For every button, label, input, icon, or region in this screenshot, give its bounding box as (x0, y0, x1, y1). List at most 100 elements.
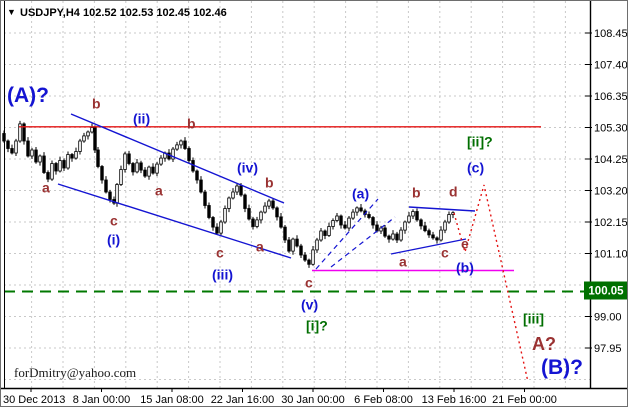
candle-bearish (143, 169, 147, 177)
x-axis-label: 22 Jan 16:00 (211, 394, 275, 406)
wave-label-c[interactable]: c (216, 244, 224, 260)
candle-bullish (231, 191, 235, 199)
y-axis-label: 104.25 (594, 154, 628, 166)
candle-bearish (275, 207, 279, 218)
wave-label-b[interactable]: b (265, 174, 274, 190)
candle-bearish (303, 254, 307, 261)
watermark-email: forDmitry@yahoo.com (14, 365, 136, 380)
candle-bearish (343, 224, 347, 229)
candle-bearish (54, 163, 58, 172)
candle-bullish (82, 135, 86, 142)
y-axis-label: 105.30 (594, 123, 628, 135)
candle-bullish (155, 163, 159, 174)
candle-bullish (78, 140, 82, 152)
wave-label-a[interactable]: a (155, 182, 163, 198)
candle-bullish (171, 148, 175, 160)
candle-bearish (26, 140, 30, 157)
candle-bullish (66, 154, 70, 169)
candle-bearish (215, 226, 219, 234)
candle-bearish (251, 218, 255, 227)
candle-bearish (287, 239, 291, 252)
candle-bullish (147, 166, 151, 177)
candle-bearish (42, 155, 46, 173)
analysis-drawings[interactable] (4, 113, 590, 383)
candle-bearish (435, 237, 439, 241)
wave-label-a[interactable]: a (399, 253, 407, 269)
wave-label-a[interactable]: a (42, 179, 50, 195)
wave-label-iii[interactable]: [iii] (523, 310, 544, 326)
chart-title-ohlc: USDJPY,H4 102.52 102.53 102.45 102.46 (20, 7, 227, 19)
candle-bullish (119, 169, 123, 185)
channel-top-blue-trendline[interactable] (70, 113, 285, 204)
wave-label-d[interactable]: d (449, 183, 458, 199)
y-axis-label: 107.40 (594, 60, 628, 72)
candle-bearish (383, 227, 387, 237)
candle-bullish (263, 205, 267, 213)
candle-bullish (403, 221, 407, 231)
candle-bearish (371, 217, 375, 226)
wedge-dashed-lower[interactable] (330, 216, 396, 268)
wave-label-i[interactable]: [i]? (306, 317, 328, 333)
x-axis-label: 8 Jan 00:00 (73, 394, 131, 406)
y-axis-label: 108.45 (594, 28, 628, 40)
wave-label-c[interactable]: (c) (467, 159, 484, 175)
candle-bearish (359, 207, 363, 212)
candle-bullish (175, 144, 179, 150)
candle-bullish (30, 149, 34, 157)
triangle-bottom-blue[interactable] (390, 238, 467, 255)
channel-bottom-blue-trendline[interactable] (57, 183, 292, 259)
candle-bearish (70, 154, 74, 159)
candle-bearish (415, 211, 419, 221)
candle-bullish (439, 229, 443, 241)
wave-label-b[interactable]: b (412, 184, 421, 200)
wave-label-iii[interactable]: (iii) (212, 266, 233, 282)
candle-bullish (407, 215, 411, 223)
candle-bullish (115, 184, 119, 204)
candle-bearish (131, 163, 135, 173)
wave-label-b[interactable]: b (92, 95, 101, 111)
wave-label-a[interactable]: a (256, 238, 264, 254)
candle-bullish (399, 229, 403, 241)
candle-bearish (62, 160, 66, 169)
wedge-dashed-upper[interactable] (315, 198, 379, 270)
candle-bullish (14, 140, 18, 154)
wave-label-c[interactable]: c (305, 274, 313, 290)
chart-collapse-icon[interactable]: ▼ (7, 7, 16, 17)
x-axis-label: 21 Feb 00:00 (492, 394, 557, 406)
wave-label-ii[interactable]: [ii]? (467, 133, 493, 149)
candle-bearish (195, 170, 199, 181)
y-axis-label: 103.20 (594, 186, 628, 198)
wave-label-c[interactable]: c (441, 244, 449, 260)
projection-red-dotted[interactable] (453, 184, 529, 383)
candle-bearish (339, 215, 343, 226)
candle-bearish (207, 205, 211, 218)
wave-label-a[interactable]: A? (532, 334, 556, 354)
candle-bearish (419, 219, 423, 227)
wave-label-b[interactable]: (b) (456, 259, 474, 275)
candle-bearish (279, 216, 283, 228)
wave-label-a[interactable]: (a) (352, 185, 369, 201)
candle-bullish (123, 153, 127, 170)
candle-bearish (295, 238, 299, 247)
wave-label-e[interactable]: e (461, 235, 469, 251)
triangle-top-blue[interactable] (408, 206, 476, 212)
wave-label-iv[interactable]: (iv) (237, 159, 258, 175)
candle-bullish (159, 157, 163, 165)
wave-label-b[interactable]: b (187, 115, 196, 131)
candle-bearish (239, 185, 243, 196)
wave-label-c[interactable]: c (110, 212, 118, 228)
wave-label-b[interactable]: (B)? (541, 356, 583, 379)
wave-labels[interactable]: (A)? b (ii) b a a c (i) (iv) b c a (iii) c (v) [i]? (a) [… (7, 84, 583, 379)
candle-bearish (387, 235, 391, 240)
wave-label-ii[interactable]: (ii) (133, 110, 150, 126)
candle-bullish (179, 140, 183, 146)
wave-label-i[interactable]: (i) (107, 231, 120, 247)
wave-label-a[interactable]: (A)? (7, 84, 49, 107)
candle-bearish (183, 140, 187, 149)
candle-bearish (247, 208, 251, 220)
candle-bullish (74, 151, 78, 159)
wave-label-v[interactable]: (v) (301, 296, 318, 312)
candle-bullish (355, 207, 359, 213)
